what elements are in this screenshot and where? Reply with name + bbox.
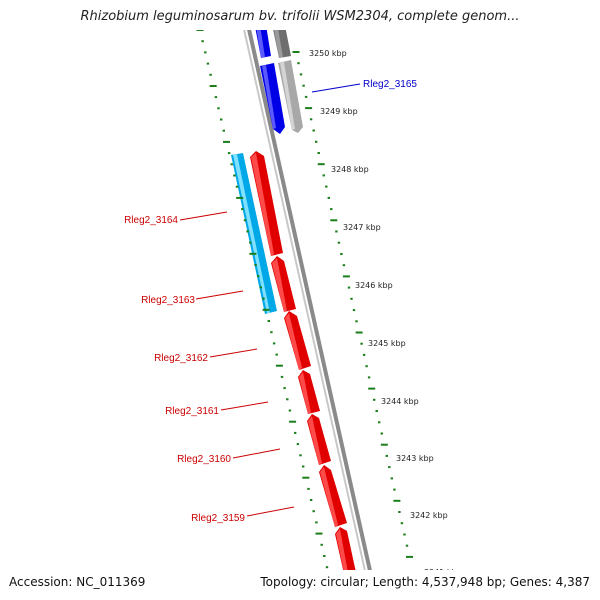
gene-feature-red-5[interactable] <box>307 414 331 465</box>
gene-feature-red-3[interactable] <box>284 311 311 370</box>
gene-label-rleg2-3165[interactable]: Rleg2_3165 <box>311 79 417 93</box>
kbp-label-3243: 3243 kbp <box>396 454 434 463</box>
gene-feature-top-grey[interactable] <box>267 0 291 58</box>
kbp-label-3244: 3244 kbp <box>381 397 419 406</box>
gene-feature-red-1[interactable] <box>250 151 283 256</box>
gene-feature-red-4[interactable] <box>298 370 320 414</box>
gene-label-rleg2-3163[interactable]: Rleg2_3163 <box>141 290 244 306</box>
kbp-label-3249: 3249 kbp <box>320 107 358 116</box>
gene-label-rleg2-3160[interactable]: Rleg2_3160 <box>177 448 281 465</box>
gene-feature-rleg2-3164-rna[interactable] <box>231 153 277 314</box>
kbp-label-3245: 3245 kbp <box>368 339 406 348</box>
gene-label-rleg2-3164[interactable]: Rleg2_3164 <box>124 211 228 226</box>
gene-feature-top-blue[interactable] <box>250 0 271 58</box>
genome-summary-text: Topology: circular; Length: 4,537,948 bp… <box>260 575 590 589</box>
outer-tick-track <box>292 51 413 558</box>
gene-feature-red-6[interactable] <box>319 465 347 527</box>
kbp-label-3242: 3242 kbp <box>410 511 448 520</box>
gene-feature-red-2[interactable] <box>271 256 296 312</box>
kbp-label-3248: 3248 kbp <box>331 165 369 174</box>
svg-text:Rleg2_3160: Rleg2_3160 <box>177 454 231 465</box>
svg-text:Rleg2_3165: Rleg2_3165 <box>363 79 417 90</box>
svg-text:Rleg2_3162: Rleg2_3162 <box>154 353 208 364</box>
accession-text: Accession: NC_011369 <box>9 575 146 589</box>
page-title: Rhizobium leguminosarum bv. trifolii WSM… <box>80 9 520 24</box>
gene-feature-red-7[interactable] <box>335 527 362 600</box>
backbone-inner <box>243 30 366 570</box>
gene-label-rleg2-3161[interactable]: Rleg2_3161 <box>165 401 269 417</box>
svg-text:Rleg2_3161: Rleg2_3161 <box>165 406 219 417</box>
gene-label-rleg2-3162[interactable]: Rleg2_3162 <box>154 348 258 364</box>
svg-text:Rleg2_3159: Rleg2_3159 <box>191 513 245 524</box>
svg-text:Rleg2_3164: Rleg2_3164 <box>124 215 178 226</box>
kbp-label-3241: 3241 kbp <box>424 568 462 577</box>
position-labels: 3250 kbp 3249 kbp 3248 kbp 3247 kbp 3246… <box>309 49 462 577</box>
gene-label-rleg2-3159[interactable]: Rleg2_3159 <box>191 506 295 524</box>
inner-tick-track <box>196 30 329 569</box>
kbp-label-3246: 3246 kbp <box>355 281 393 290</box>
svg-text:Rleg2_3163: Rleg2_3163 <box>141 295 195 306</box>
gene-feature-rleg2-3165-blue[interactable] <box>260 63 285 134</box>
kbp-label-3247: 3247 kbp <box>343 223 381 232</box>
gene-feature-rleg2-3165-grey[interactable] <box>278 60 303 133</box>
kbp-label-3250: 3250 kbp <box>309 49 347 58</box>
backbone-outer <box>247 30 372 570</box>
